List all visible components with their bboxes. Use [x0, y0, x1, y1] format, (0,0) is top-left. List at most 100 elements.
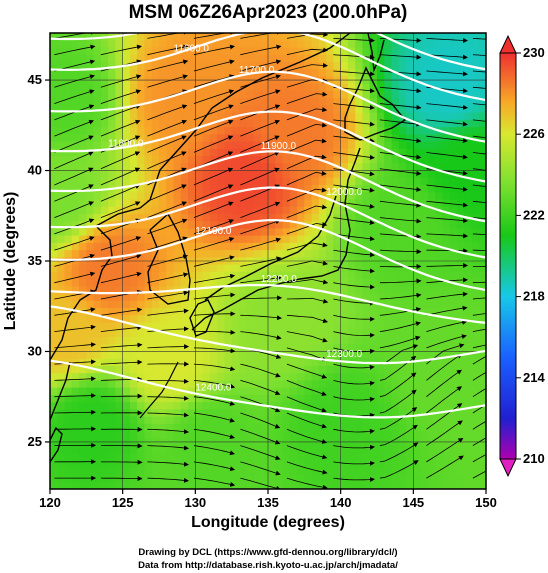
heatmap-cell	[413, 83, 422, 92]
heatmap-cell	[311, 54, 320, 63]
heatmap-cell	[209, 105, 218, 114]
heatmap-cell	[406, 452, 414, 461]
heatmap-cell	[413, 300, 422, 309]
heatmap-cell	[122, 83, 131, 92]
heatmap-cell	[144, 61, 153, 70]
heatmap-cell	[224, 90, 233, 99]
heatmap-cell	[71, 329, 80, 338]
heatmap-cell	[195, 452, 204, 461]
streamline	[54, 151, 94, 170]
heatmap-cell	[427, 445, 436, 454]
heatmap-cell	[50, 358, 58, 367]
heatmap-cell	[427, 33, 436, 41]
heatmap-cell	[369, 228, 378, 237]
heatmap-cell	[231, 423, 240, 432]
heatmap-cell	[355, 148, 364, 157]
heatmap-cell	[129, 315, 138, 324]
heatmap-cell	[304, 431, 313, 439]
heatmap-cell	[137, 177, 146, 186]
heatmap-cell	[304, 380, 313, 389]
heatmap-cell	[391, 156, 400, 164]
heatmap-cell	[253, 358, 262, 367]
heatmap-cell	[180, 373, 189, 382]
heatmap-cell	[420, 293, 429, 302]
heatmap-cell	[442, 148, 451, 157]
heatmap-cell	[478, 409, 486, 418]
heatmap-cell	[137, 199, 146, 208]
heatmap-cell	[362, 156, 371, 164]
heatmap-cell	[289, 365, 298, 374]
heatmap-cell	[347, 315, 356, 324]
heatmap-cell	[159, 300, 167, 309]
heatmap-cell	[318, 163, 327, 172]
heatmap-cell	[377, 141, 385, 150]
heatmap-cell	[268, 445, 276, 454]
heatmap-cell	[347, 33, 356, 41]
heatmap-cell	[282, 192, 291, 201]
heatmap-cell	[449, 221, 458, 230]
heatmap-cell	[456, 286, 465, 295]
heatmap-cell	[456, 460, 465, 468]
heatmap-cell	[355, 127, 364, 135]
heatmap-cell	[478, 467, 486, 476]
heatmap-cell	[129, 394, 138, 403]
height-contour	[50, 33, 486, 71]
heatmap-cell	[355, 141, 364, 150]
heatmap-cell	[362, 365, 371, 374]
heatmap-cell	[231, 387, 240, 396]
heatmap-cell	[93, 185, 102, 193]
heatmap-cell	[362, 402, 371, 410]
heatmap-cell	[238, 394, 247, 403]
heatmap-cell	[347, 199, 356, 208]
heatmap-cell	[289, 264, 298, 273]
heatmap-cell	[224, 156, 233, 164]
heatmap-cell	[333, 235, 342, 244]
heatmap-cell	[362, 481, 371, 489]
heatmap-cell	[326, 271, 334, 280]
heatmap-cell	[398, 98, 407, 106]
heatmap-cell	[50, 90, 58, 99]
heatmap-cell	[268, 83, 276, 92]
heatmap-cell	[100, 47, 109, 56]
heatmap-cell	[289, 134, 298, 143]
heatmap-cell	[79, 423, 87, 432]
heatmap-cell	[159, 344, 167, 353]
heatmap-cell	[50, 141, 58, 150]
heatmap-cell	[209, 47, 218, 56]
heatmap-cell	[238, 423, 247, 432]
heatmap-cell	[355, 423, 364, 432]
heatmap-cell	[311, 365, 320, 374]
heatmap-cell	[391, 279, 400, 287]
heatmap-cell	[71, 373, 80, 382]
heatmap-cell	[108, 286, 116, 295]
heatmap-cell	[435, 315, 443, 324]
heatmap-cell	[93, 177, 102, 186]
heatmap-cell	[50, 315, 58, 324]
heatmap-cell	[347, 481, 356, 489]
heatmap-cell	[50, 445, 58, 454]
heatmap-cell	[304, 308, 313, 316]
heatmap-cell	[79, 394, 87, 403]
heatmap-cell	[217, 481, 225, 489]
heatmap-cell	[86, 170, 95, 179]
heatmap-cell	[471, 474, 480, 483]
streamline	[333, 103, 375, 110]
heatmap-cell	[464, 206, 473, 215]
heatmap-cell	[129, 416, 138, 425]
heatmap-cell	[217, 213, 225, 222]
heatmap-cell	[209, 192, 218, 201]
heatmap-cell	[246, 213, 255, 222]
heatmap-cell	[129, 337, 138, 345]
heatmap-cell	[166, 148, 175, 157]
heatmap-cell	[355, 279, 364, 287]
heatmap-cell	[79, 47, 87, 56]
heatmap-cell	[166, 431, 175, 439]
heatmap-cell	[362, 235, 371, 244]
heatmap-cell	[79, 33, 87, 41]
heatmap-cell	[377, 344, 385, 353]
heatmap-cell	[71, 394, 80, 403]
heatmap-cell	[362, 170, 371, 179]
heatmap-cell	[442, 452, 451, 461]
heatmap-cell	[217, 163, 225, 172]
heatmap-cell	[224, 416, 233, 425]
